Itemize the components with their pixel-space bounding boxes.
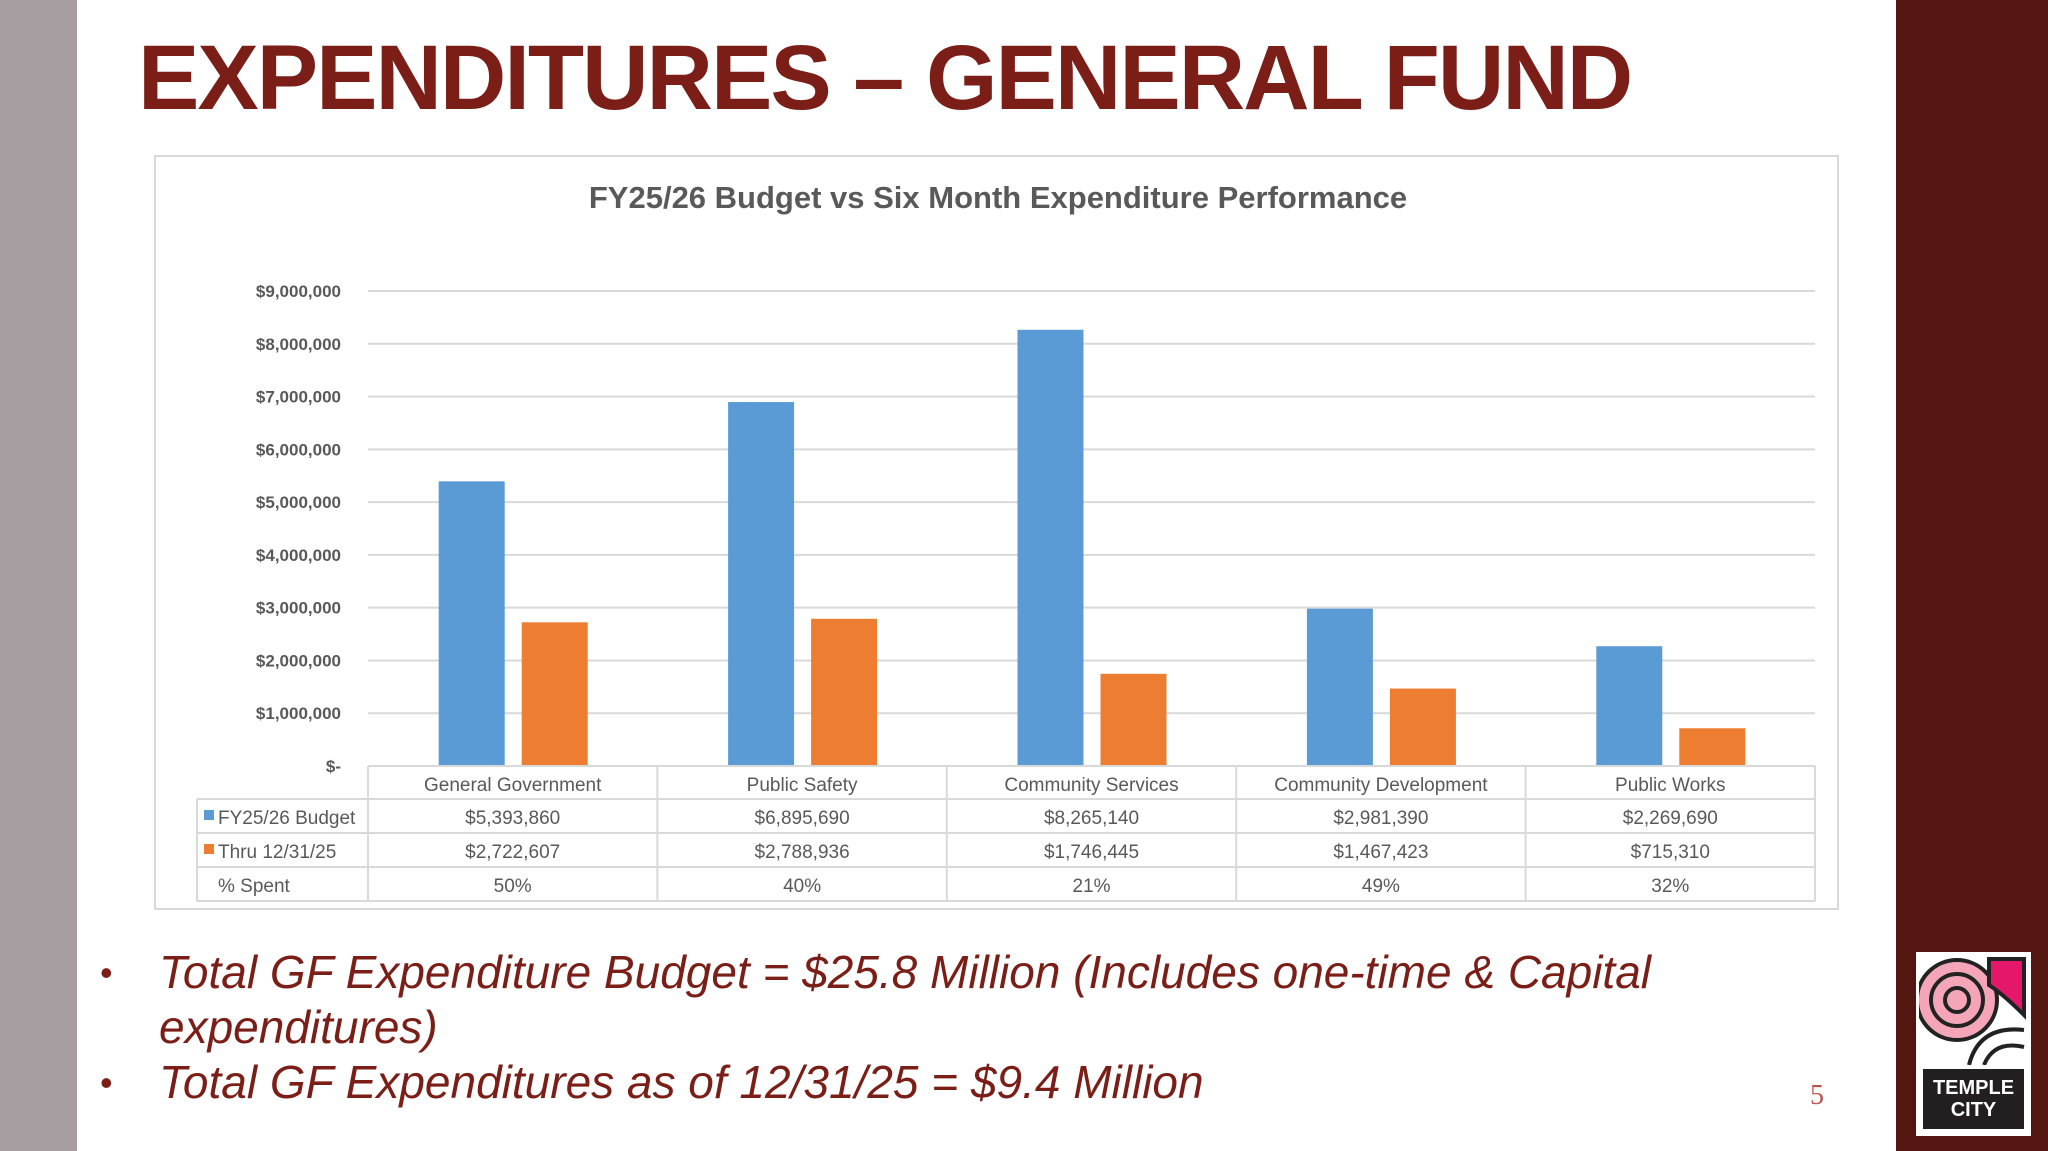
data-label: $2,981,390 (1333, 808, 1428, 829)
data-label: $2,722,607 (465, 842, 560, 863)
data-label: $1,746,445 (1044, 842, 1139, 863)
data-label: $2,269,690 (1623, 808, 1718, 829)
data-label: $1,467,423 (1333, 842, 1428, 863)
data-label: $715,310 (1631, 842, 1710, 863)
y-tick-label: $2,000,000 (256, 651, 341, 670)
actual-bar (1100, 673, 1167, 766)
bullet-icon: • (100, 952, 113, 993)
bar-chart: FY25/26 Budget vs Six Month Expenditure … (196, 180, 1816, 902)
left-accent-bar (0, 0, 77, 1151)
slide-title: EXPENDITURES – GENERAL FUND (138, 27, 1633, 129)
budget-bar (1306, 608, 1373, 766)
bullet-text: Total GF Expenditure Budget = $25.8 Mill… (159, 946, 1652, 1053)
y-tick-label: $6,000,000 (256, 440, 341, 459)
bullet-text: Total GF Expenditures as of 12/31/25 = $… (159, 1056, 1204, 1108)
y-tick-label: $1,000,000 (256, 704, 341, 723)
y-tick-label: $5,000,000 (256, 493, 341, 512)
bullet-item: • Total GF Expenditures as of 12/31/25 = … (100, 1055, 1809, 1110)
percent-spent-label: 21% (1072, 876, 1110, 897)
percent-spent-label: 40% (783, 876, 821, 897)
y-tick-label: $- (326, 757, 341, 776)
chart-container: FY25/26 Budget vs Six Month Expenditure … (154, 155, 1839, 910)
bullet-list: • Total GF Expenditure Budget = $25.8 Mil… (100, 945, 1809, 1110)
bullet-icon: • (100, 1062, 113, 1103)
category-label: Public Safety (747, 775, 858, 796)
legend-swatch (204, 844, 214, 854)
legend-label: FY25/26 Budget (218, 808, 356, 829)
budget-bar (1017, 329, 1084, 766)
y-tick-label: $8,000,000 (256, 335, 341, 354)
data-label: $6,895,690 (755, 808, 850, 829)
percent-spent-label: 50% (494, 876, 532, 897)
category-label: General Government (424, 775, 602, 796)
actual-bar (521, 622, 588, 766)
bullet-item: • Total GF Expenditure Budget = $25.8 Mil… (100, 945, 1809, 1055)
y-tick-label: $3,000,000 (256, 599, 341, 618)
legend-swatch (204, 810, 214, 820)
category-label: Community Development (1274, 775, 1488, 796)
page-number: 5 (1810, 1080, 1824, 1111)
y-tick-label: $9,000,000 (256, 282, 341, 301)
data-label: $5,393,860 (465, 808, 560, 829)
rose-logo-icon (1919, 957, 2026, 1065)
category-label: Community Services (1004, 775, 1178, 796)
actual-bar (811, 618, 878, 766)
category-label: Public Works (1615, 775, 1726, 796)
legend-label: Thru 12/31/25 (218, 842, 336, 863)
percent-spent-label: 49% (1362, 876, 1400, 897)
percent-spent-label: 32% (1651, 876, 1689, 897)
temple-city-logo: TEMPLE CITY (1916, 952, 2031, 1136)
budget-bar (728, 402, 795, 766)
y-tick-label: $4,000,000 (256, 546, 341, 565)
data-label: $2,788,936 (755, 842, 850, 863)
data-label: $8,265,140 (1044, 808, 1139, 829)
chart-title: FY25/26 Budget vs Six Month Expenditure … (589, 180, 1407, 215)
y-tick-label: $7,000,000 (256, 388, 341, 407)
budget-bar (438, 481, 505, 766)
actual-bar (1389, 688, 1456, 766)
budget-bar (1596, 646, 1663, 766)
logo-text: TEMPLE CITY (1923, 1069, 2024, 1129)
row-label: % Spent (218, 876, 291, 897)
actual-bar (1679, 728, 1746, 766)
